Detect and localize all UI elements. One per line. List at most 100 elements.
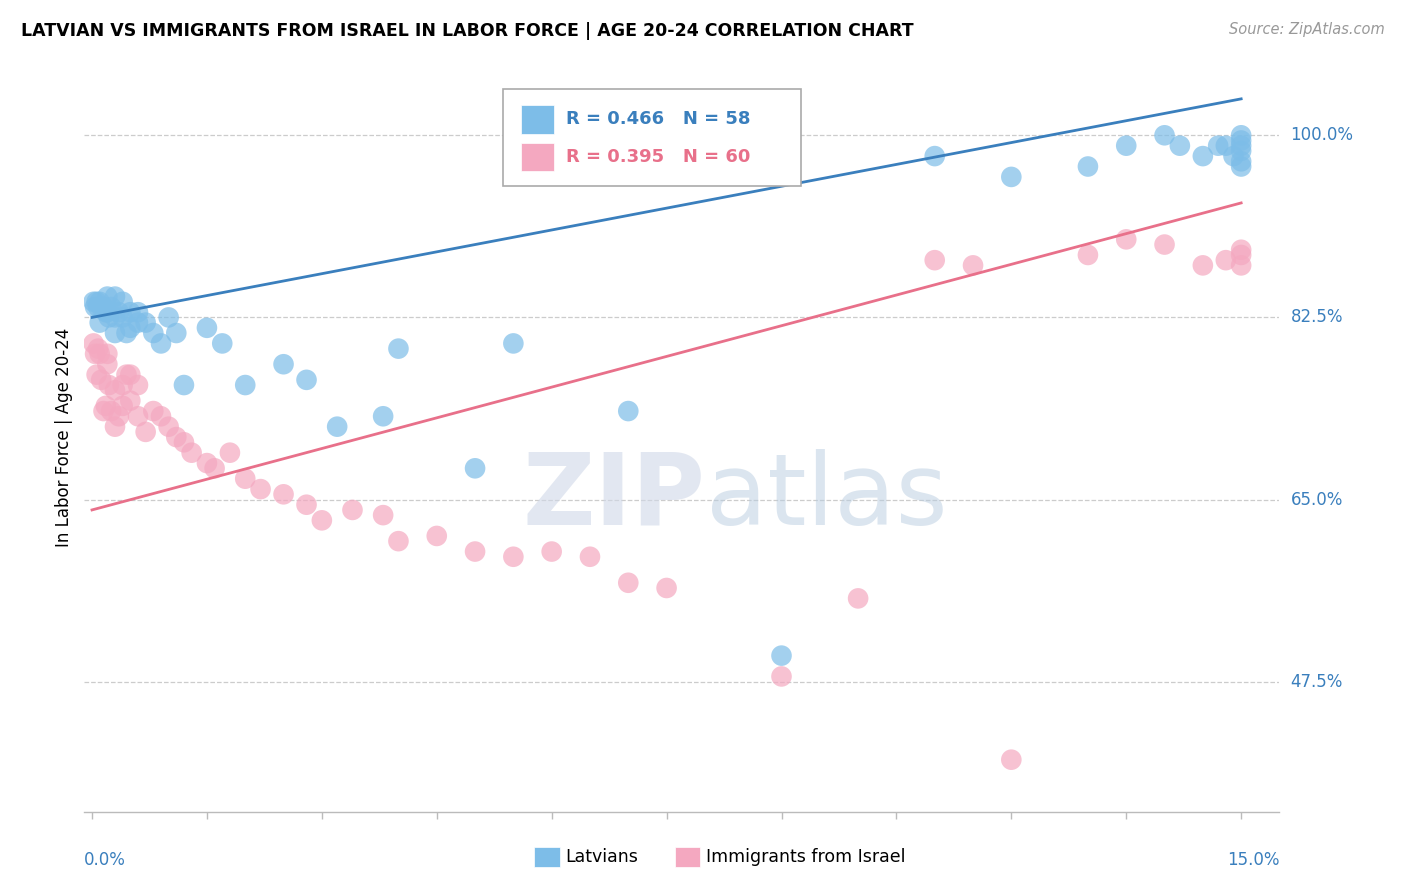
- Point: [111, 294, 134, 309]
- Point: [426, 529, 449, 543]
- Point: [1230, 248, 1253, 262]
- Point: [111, 399, 134, 413]
- Point: [94, 305, 117, 319]
- Point: [579, 549, 602, 564]
- Point: [111, 310, 134, 325]
- Point: [127, 305, 149, 319]
- Point: [180, 446, 202, 460]
- Point: [924, 253, 946, 268]
- Point: [1222, 149, 1244, 163]
- Point: [1230, 160, 1253, 174]
- Point: [96, 347, 118, 361]
- Point: [84, 347, 107, 361]
- Point: [924, 149, 946, 163]
- Point: [1230, 134, 1253, 148]
- Point: [502, 549, 524, 564]
- Point: [846, 591, 869, 606]
- Point: [219, 446, 242, 460]
- Point: [97, 378, 120, 392]
- Point: [120, 368, 142, 382]
- Text: atlas: atlas: [706, 449, 948, 546]
- Point: [464, 544, 486, 558]
- Point: [273, 487, 295, 501]
- Point: [115, 326, 138, 340]
- Point: [1000, 169, 1022, 184]
- Point: [89, 347, 111, 361]
- Text: 65.0%: 65.0%: [1291, 491, 1343, 508]
- Point: [173, 378, 195, 392]
- Point: [1077, 248, 1099, 262]
- Point: [104, 326, 127, 340]
- Text: 0.0%: 0.0%: [84, 851, 127, 869]
- Point: [655, 581, 678, 595]
- Point: [165, 430, 187, 444]
- Point: [93, 404, 115, 418]
- Point: [540, 544, 562, 558]
- Point: [120, 393, 142, 408]
- Point: [149, 336, 172, 351]
- Text: 100.0%: 100.0%: [1291, 127, 1354, 145]
- Point: [1215, 138, 1237, 153]
- Point: [617, 575, 640, 590]
- Point: [93, 300, 115, 314]
- Point: [90, 300, 112, 314]
- Point: [86, 294, 108, 309]
- Point: [311, 513, 333, 527]
- Point: [97, 310, 120, 325]
- Point: [617, 404, 640, 418]
- Text: Source: ZipAtlas.com: Source: ZipAtlas.com: [1229, 22, 1385, 37]
- Point: [1192, 149, 1215, 163]
- Point: [127, 316, 149, 330]
- Point: [1230, 259, 1253, 273]
- Point: [96, 305, 118, 319]
- Point: [204, 461, 226, 475]
- Point: [770, 648, 793, 663]
- Point: [1115, 232, 1137, 246]
- Point: [165, 326, 187, 340]
- Point: [89, 316, 111, 330]
- Y-axis label: In Labor Force | Age 20-24: In Labor Force | Age 20-24: [55, 327, 73, 547]
- Point: [233, 378, 256, 392]
- Text: ZIP: ZIP: [523, 449, 706, 546]
- Text: LATVIAN VS IMMIGRANTS FROM ISRAEL IN LABOR FORCE | AGE 20-24 CORRELATION CHART: LATVIAN VS IMMIGRANTS FROM ISRAEL IN LAB…: [21, 22, 914, 40]
- Point: [89, 294, 111, 309]
- Point: [1000, 753, 1022, 767]
- Text: R = 0.395   N = 60: R = 0.395 N = 60: [567, 148, 751, 166]
- Point: [100, 300, 122, 314]
- Point: [157, 310, 180, 325]
- Point: [115, 368, 138, 382]
- Point: [142, 326, 165, 340]
- Point: [84, 300, 107, 314]
- Point: [100, 404, 122, 418]
- Point: [1230, 144, 1253, 158]
- Point: [233, 472, 256, 486]
- Bar: [520, 143, 554, 171]
- Point: [83, 294, 105, 309]
- Point: [1153, 237, 1175, 252]
- Text: Immigrants from Israel: Immigrants from Israel: [706, 848, 905, 866]
- Text: 82.5%: 82.5%: [1291, 309, 1343, 326]
- Point: [149, 409, 172, 424]
- Point: [195, 321, 218, 335]
- Point: [96, 290, 118, 304]
- Bar: [520, 105, 554, 134]
- Point: [1230, 243, 1253, 257]
- Point: [108, 409, 131, 424]
- Point: [104, 290, 127, 304]
- Point: [1215, 253, 1237, 268]
- Point: [104, 419, 127, 434]
- Text: 15.0%: 15.0%: [1227, 851, 1279, 869]
- Point: [1206, 138, 1229, 153]
- Point: [464, 461, 486, 475]
- Point: [962, 259, 984, 273]
- Point: [173, 435, 195, 450]
- Point: [127, 378, 149, 392]
- Point: [1168, 138, 1191, 153]
- Point: [770, 669, 793, 683]
- Point: [87, 300, 110, 314]
- Point: [120, 305, 142, 319]
- Point: [104, 310, 127, 325]
- Point: [108, 305, 131, 319]
- Point: [135, 425, 157, 439]
- Point: [1230, 154, 1253, 169]
